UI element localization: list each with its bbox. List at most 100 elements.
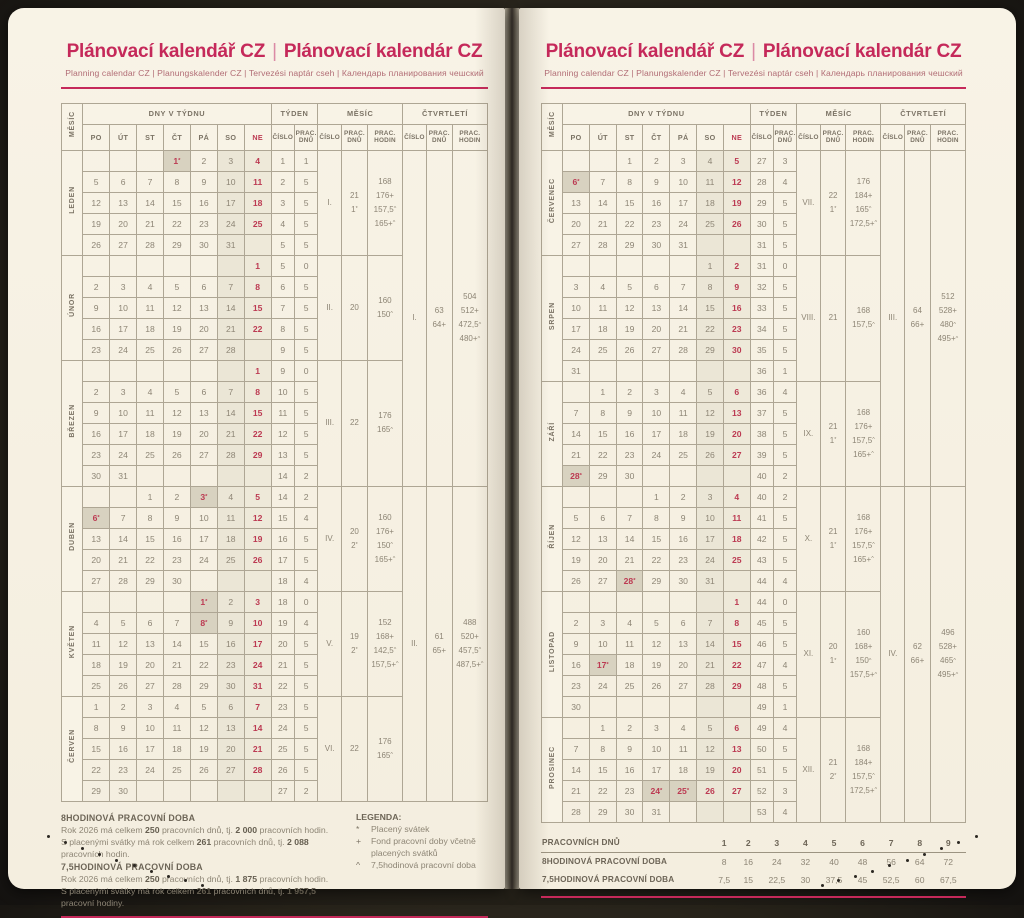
legend-text: Placený svátek [371,823,430,834]
month-workdays-cell: 22 1* [819,149,847,256]
day-cell: 7 [162,611,191,634]
column-subheader: ČÍSLO [270,123,295,151]
day-cell: 13 [669,632,698,655]
month-hours-cell: 152 168+ 142,5^ 157,5+^ [366,590,404,697]
week-number-cell: 37 [749,401,774,424]
day-cell [109,149,138,172]
day-cell: 7 [243,695,272,718]
perforation-dot [200,883,204,887]
month-hours-cell: 168 157,5^ [845,254,882,382]
week-number-cell: 26 [270,758,295,781]
day-cell: 8* [189,611,218,634]
work-table-col-header: 1 [711,833,738,853]
month-workdays-cell: 20 [341,254,368,361]
page-subtitle: Planning calendar CZ | Planungskalender … [544,67,963,78]
legend: LEGENDA: * Placený svátek + Fond pracovní do… [356,811,488,909]
perforation-dot [149,869,153,873]
week-number-cell: 11 [270,401,295,424]
month-workdays-cell: 19 2* [341,590,368,697]
day-name-header: ST [136,123,164,151]
day-cell: 21 [562,779,590,802]
day-cell: 24 [669,212,698,235]
day-cell: 1 [642,485,671,508]
day-cell: 12 [615,296,644,319]
week-workdays-cell: 5 [293,296,319,319]
week-workdays-cell: 5 [772,317,798,340]
week-number-cell: 18 [270,590,295,613]
day-cell: 14 [162,632,191,655]
day-cell: 2 [562,611,590,634]
day-cell: 15 [162,191,191,214]
month-column-header: MĚSÍC [60,102,84,151]
day-cell: 15 [722,632,751,655]
day-cell: 24 [109,443,138,466]
working-time-line: S placenými svátky má rok celkem 261 pra… [61,836,309,859]
day-cell: 3 [562,275,590,298]
day-cell [82,359,111,382]
left-page-content: Plánovací kalendář CZ | Plánovací kalendár… [60,8,489,918]
week-workdays-cell: 1 [293,149,319,172]
week-number-cell: 42 [749,527,774,550]
day-cell [669,590,698,613]
day-cell: 2 [189,149,218,172]
day-cell: 11 [588,296,617,319]
day-cell: 5 [162,380,191,403]
day-cell: 13 [136,632,164,655]
day-cell: 5 [109,611,138,634]
work-table-value: 16 [743,856,754,867]
day-cell: 26 [696,443,724,466]
day-cell: 2 [669,485,698,508]
calendar-table-left: MĚSÍC DNY V TÝDNU TÝDEN MĚSÍC ČTVRTLETÍ PO ÚT S… [60,102,489,802]
day-cell: 10 [642,401,671,424]
day-cell: 11 [136,401,164,424]
day-cell: 17 [109,317,138,340]
week-workdays-cell: 5 [293,548,319,571]
day-cell: 12 [243,506,272,529]
day-cell: 30 [642,233,671,256]
day-cell: 20 [722,758,751,781]
day-cell: 23 [189,212,218,235]
day-cell: 4 [243,149,272,172]
day-cell: 19 [243,527,272,550]
day-cell: 8 [642,506,671,529]
month-number-cell: IX. [796,380,821,487]
day-cell: 2 [82,380,111,403]
week-workdays-cell: 5 [772,275,798,298]
day-cell [136,149,164,172]
work-table-value: 15 [743,874,754,885]
day-cell: 5 [722,149,751,172]
day-cell: 2 [82,275,111,298]
week-workdays-cell: 5 [293,401,319,424]
day-cell: 27 [216,758,245,781]
day-cell: 29 [243,443,272,466]
day-cell: 30 [82,464,111,487]
day-cell [642,464,671,487]
day-cell [722,800,751,823]
week-row: PROSINEC 1 2 3 4 5 6 49 4 XII. 21 2* 168 184+ 157,5^ 17… [540,716,966,823]
month-workdays-cell: 22 [341,695,368,802]
week-workdays-cell: 5 [772,548,798,571]
day-cell: 30 [722,338,751,361]
day-cell: 5 [189,695,218,718]
day-cell: 4 [82,611,111,634]
day-cell: 9 [189,170,218,193]
day-cell: 19 [162,422,191,445]
day-cell: 1 [615,149,644,172]
footer-rule-right [541,895,966,898]
day-cell: 23 [669,548,698,571]
week-workdays-cell: 2 [293,485,319,508]
day-name-header: PÁ [189,123,218,151]
day-cell: 9 [162,506,191,529]
day-name-header: SO [696,123,724,151]
day-cell: 14 [216,296,245,319]
perforation-dot [939,847,943,851]
day-cell: 8 [588,401,617,424]
day-cell: 2 [216,590,245,613]
month-label: SRPEN [540,254,564,382]
week-workdays-cell: 5 [772,758,798,781]
day-cell [669,359,698,382]
perforation-dot [166,874,170,878]
day-cell: 17 [136,737,164,760]
day-cell: 20 [669,653,698,676]
day-cell: 20 [136,653,164,676]
